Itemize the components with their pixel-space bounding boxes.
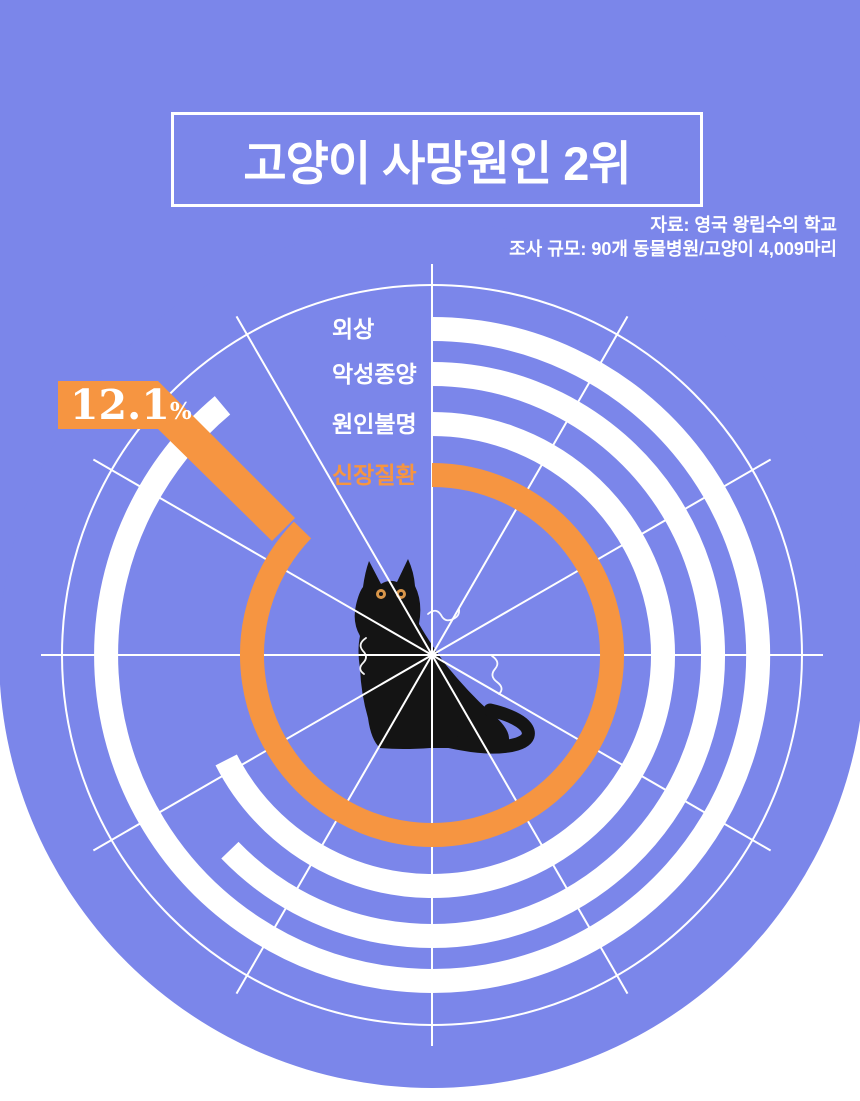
bar-arc-2 <box>221 362 726 948</box>
callout-flag <box>58 381 295 541</box>
title-box: 고양이 사망원인 2위 <box>171 112 703 207</box>
bar-arc-1 <box>94 317 771 993</box>
callout-unit: % <box>169 398 192 425</box>
source-line-1: 자료: 영국 왕립수의 학교 <box>650 215 837 235</box>
callout-value: 12.1 <box>70 381 170 429</box>
category-label-trauma: 외상 <box>332 316 375 342</box>
page-title: 고양이 사망원인 2위 <box>243 137 631 190</box>
bar-arcs <box>94 317 771 993</box>
cat-tail <box>430 703 535 754</box>
bar-arc-3 <box>215 412 676 898</box>
category-label-malignant-tumor: 악성종양 <box>332 361 417 387</box>
fur-squiggles <box>359 608 503 695</box>
source-note: 자료: 영국 왕립수의 학교 조사 규모: 90개 동물병원/고양이 4,009… <box>509 213 837 261</box>
category-label-kidney-disease: 신장질환 <box>332 462 417 488</box>
cat-pupil-right <box>399 592 403 596</box>
source-line-2: 조사 규모: 90개 동물병원/고양이 4,009마리 <box>509 239 837 259</box>
grid-spoke <box>235 315 433 656</box>
cat-pupil-left <box>379 592 383 596</box>
bar-arc-4 <box>240 463 624 847</box>
category-label-unknown-cause: 원인불명 <box>332 411 417 437</box>
callout-value-label: 12.1% <box>70 381 192 430</box>
